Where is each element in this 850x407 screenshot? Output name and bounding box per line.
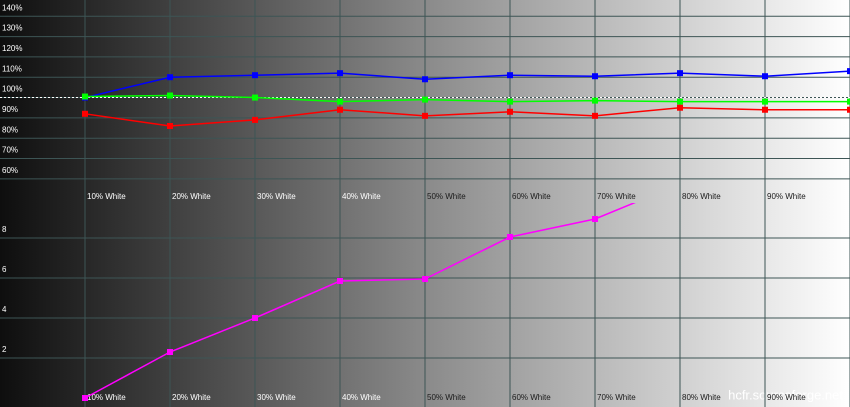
series-point <box>167 74 173 81</box>
series-point <box>592 97 598 104</box>
y-tick-label: 120% <box>2 44 22 53</box>
series-line <box>84 70 850 99</box>
x-tick-label: 70% White <box>597 393 636 402</box>
x-tick-label: 70% White <box>597 192 636 201</box>
x-tick-label: 90% White <box>767 393 806 402</box>
x-tick-label: 20% White <box>172 192 211 201</box>
series-point <box>677 98 683 105</box>
series-point <box>847 68 850 75</box>
series-point <box>167 123 173 129</box>
series-point <box>847 98 850 105</box>
series-point <box>337 70 343 77</box>
series-point <box>82 395 88 401</box>
series-point <box>507 108 513 115</box>
x-tick-label: 50% White <box>427 393 466 402</box>
series-point <box>422 112 428 119</box>
series-point <box>167 349 173 355</box>
x-tick-label: 50% White <box>427 192 466 201</box>
x-tick-label: 10% White <box>87 192 126 201</box>
y-tick-label: 90% <box>2 105 18 114</box>
series-point <box>252 72 258 79</box>
series-point <box>677 104 683 111</box>
y-tick-label: 100% <box>2 85 22 94</box>
y-tick-label: 110% <box>2 64 22 73</box>
series-point <box>422 76 428 83</box>
series-point <box>82 93 88 100</box>
x-tick-label: 60% White <box>512 393 551 402</box>
x-tick-label: 30% White <box>257 393 296 402</box>
y-tick-label: 140% <box>2 3 22 12</box>
series-point <box>762 98 768 105</box>
y-tick-label: 4 <box>2 305 7 314</box>
series-point <box>337 98 343 105</box>
series-point <box>82 110 88 117</box>
series-point <box>252 315 258 321</box>
y-tick-label: 2 <box>2 345 7 354</box>
series-point <box>167 92 173 99</box>
series-point <box>507 98 513 105</box>
series-point <box>592 73 598 80</box>
x-tick-label: 40% White <box>342 393 381 402</box>
series-point <box>337 106 343 113</box>
x-tick-label: 40% White <box>342 192 381 201</box>
y-tick-label: 130% <box>2 24 22 33</box>
x-tick-label: 30% White <box>257 192 296 201</box>
series-point <box>252 116 258 123</box>
series-point <box>422 276 428 282</box>
y-tick-label: 60% <box>2 166 18 175</box>
series-point <box>592 112 598 119</box>
y-tick-label: 70% <box>2 146 18 155</box>
series-point <box>762 73 768 80</box>
series-point <box>677 70 683 77</box>
series-point <box>252 94 258 101</box>
x-tick-label: 80% White <box>682 393 721 402</box>
x-tick-label: 20% White <box>172 393 211 402</box>
series-point <box>592 216 598 222</box>
series-point <box>507 72 513 79</box>
x-tick-label: 80% White <box>682 192 721 201</box>
series-point <box>762 106 768 113</box>
watermark: hcfr.sourceforge.net <box>728 387 843 402</box>
series-point <box>507 234 513 240</box>
x-tick-label: 10% White <box>87 393 126 402</box>
y-tick-label: 6 <box>2 265 7 274</box>
series-line <box>84 203 636 399</box>
series-line <box>84 94 850 103</box>
y-tick-label: 8 <box>2 225 7 234</box>
x-tick-label: 90% White <box>767 192 806 201</box>
x-tick-label: 60% White <box>512 192 551 201</box>
series-point <box>847 106 850 113</box>
series-point <box>337 278 343 284</box>
y-tick-label: 80% <box>2 125 18 134</box>
series-line <box>84 106 850 127</box>
series-point <box>422 96 428 103</box>
